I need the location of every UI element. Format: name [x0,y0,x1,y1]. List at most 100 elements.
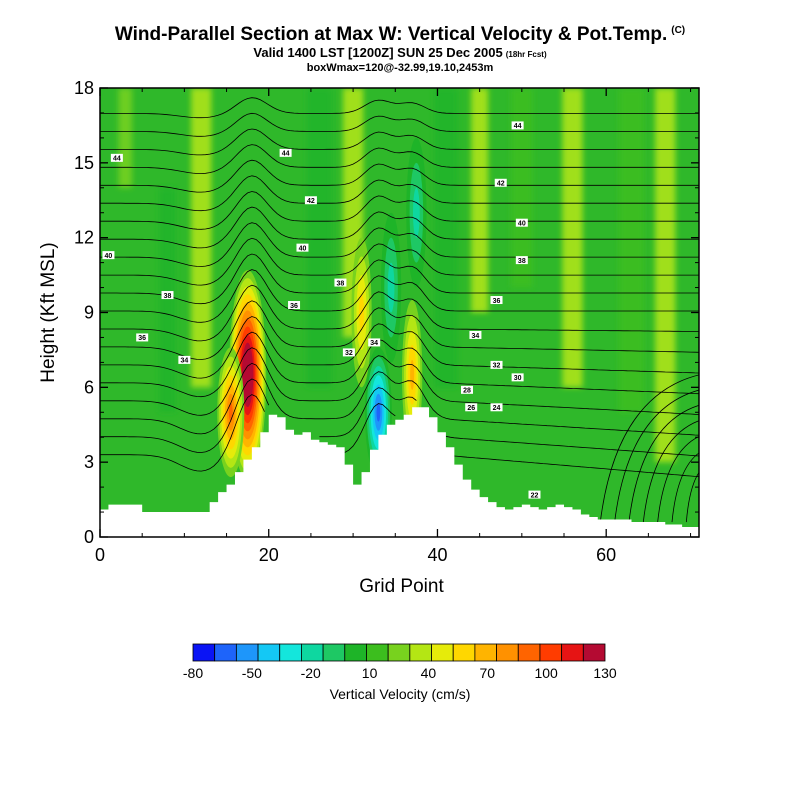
feature-level [410,359,415,390]
svg-text:32: 32 [493,363,501,370]
theta-contour [100,175,699,212]
svg-text:40: 40 [105,253,113,260]
theta-contour [100,206,699,249]
colorbar-swatch [279,643,302,662]
theta-contour [701,477,712,522]
colorbar-swatch [539,643,563,662]
contour-label: 26 [465,403,478,412]
contour-label: 22 [528,490,541,499]
x-tick-label: 60 [596,545,616,565]
theta-contour [599,374,699,523]
field-streak [118,88,133,188]
theta-contour [100,191,699,230]
colorbar-swatch [192,643,216,662]
velocity-feature [217,347,245,478]
colorbar-swatch [301,643,324,662]
svg-text:38: 38 [164,293,172,300]
colorbar-swatch [409,643,432,662]
theta-contour [100,378,270,453]
contour-label: 42 [494,178,507,188]
colorbar-swatch [366,643,389,662]
colorbar-label: Vertical Velocity (cm/s) [330,686,471,702]
theta-contour [100,394,265,472]
contour-label: 38 [515,256,528,265]
svg-text:26: 26 [467,405,475,412]
terrain [100,407,699,537]
y-tick-label: 15 [74,153,94,173]
theta-contour [100,237,699,286]
chart-title-text: Wind-Parallel Section at Max W: Vertical… [114,24,668,45]
contour-label: 38 [334,278,347,287]
colorbar-tick-label: 100 [534,665,558,681]
contour-label: 40 [296,243,309,252]
contour-label: 36 [136,333,149,342]
theta-contour [671,452,699,523]
theta-contour [628,404,699,523]
x-tick-label: 0 [95,545,105,565]
chart-subtitle-2: boxWmax=120@-32.99,19.10,2453m [306,62,494,74]
colorbar-swatch [214,643,237,662]
svg-text:34: 34 [472,333,480,340]
x-tick-label: 40 [427,545,447,565]
feature-level [246,366,250,383]
title-mark: (C) [671,24,686,36]
contour-labels: 44 44 44 42 42 40 40 40 38 38 38 36 36 36 34 34 34 32 32 30… [102,121,541,499]
colorbar-swatch [344,643,367,662]
svg-text:36: 36 [138,335,146,342]
field-streak [562,88,583,388]
colorbar-swatch [235,643,259,662]
svg-text:40: 40 [299,245,307,252]
contour-label: 44 [279,148,292,158]
colorbar-tick-label: 10 [362,665,378,681]
svg-text:38: 38 [337,280,345,287]
feature-level [387,262,395,313]
colorbar-tick-label: -20 [301,665,321,681]
y-tick-label: 3 [84,452,94,472]
chart-subtitle: Valid 1400 LST [1200Z] SUN 25 Dec 2005 (1… [0,45,800,60]
theta-contour [100,347,699,416]
contour-label: 36 [490,296,503,305]
svg-text:34: 34 [370,340,378,347]
colorbar-swatch [452,643,476,662]
field-streak [159,187,176,413]
subtitle-note: (18hr Fcst) [505,50,547,59]
contour-label: 32 [490,360,503,370]
colorbar-swatch [387,643,411,662]
field-streak [618,88,645,413]
feature-level [412,187,420,238]
colorbar-swatch [517,643,541,662]
subtitle-text: Valid 1400 LST [1200Z] SUN 25 Dec 2005 [253,45,503,60]
field-streak [510,88,533,288]
theta-contour [100,159,699,193]
contour-label: 24 [490,403,503,412]
theta-contour [100,97,699,119]
contour-label: 34 [178,355,191,365]
contour-label: 32 [342,348,355,357]
field-streak [191,88,212,388]
x-axis-label: Grid Point [359,576,444,597]
svg-text:28: 28 [463,388,471,395]
x-tick-label: 20 [259,545,279,565]
theta-contour [100,128,699,156]
colorbar-swatch [322,643,346,662]
theta-contours [100,97,712,523]
field-streak [306,88,333,388]
theta-contour [100,269,699,323]
contour-label: 30 [511,373,524,382]
theta-contour [100,284,699,342]
theta-contour [685,471,699,523]
colorbar-swatch [582,643,606,662]
theta-contour [319,387,417,438]
y-tick-label: 6 [84,377,94,397]
theta-contour [100,300,699,360]
theta-contour [614,389,699,523]
colorbar-tick-label: -50 [242,665,262,681]
y-tick-label: 0 [84,527,94,547]
theta-contour [100,316,699,379]
contour-label: 34 [469,330,482,340]
contour-label: 44 [110,153,123,163]
contour-label: 28 [460,385,473,395]
terrain-fill [100,407,699,537]
